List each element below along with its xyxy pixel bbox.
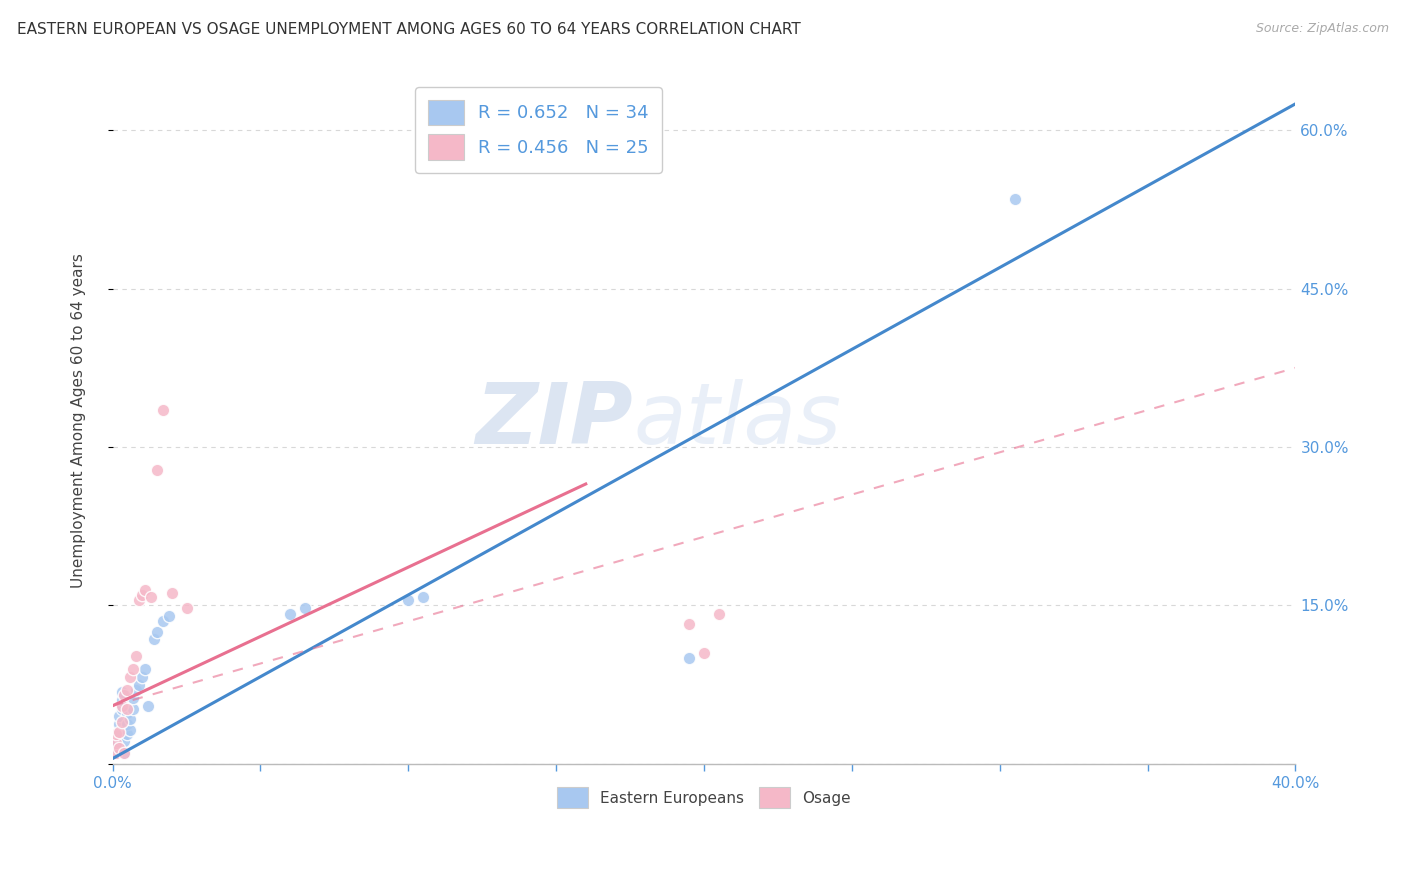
Point <box>110 685 132 699</box>
Y-axis label: Unemployment Among Ages 60 to 64 years: Unemployment Among Ages 60 to 64 years <box>72 253 86 588</box>
Point <box>120 670 142 684</box>
Text: atlas: atlas <box>633 379 841 462</box>
Point <box>134 662 156 676</box>
Point <box>104 746 127 760</box>
Point <box>117 716 139 731</box>
Point <box>136 698 159 713</box>
Point <box>678 651 700 665</box>
Point <box>128 593 150 607</box>
Point <box>122 691 145 706</box>
Point <box>107 741 129 756</box>
Point <box>176 600 198 615</box>
Point <box>146 624 169 639</box>
Point <box>107 716 129 731</box>
Point <box>117 706 139 720</box>
Point <box>114 733 136 747</box>
Point <box>134 582 156 597</box>
Point <box>143 632 166 647</box>
Point <box>125 682 148 697</box>
Point <box>412 590 434 604</box>
Point <box>146 463 169 477</box>
Point <box>122 702 145 716</box>
Point <box>114 688 136 702</box>
Point <box>396 593 419 607</box>
Point <box>104 736 127 750</box>
Text: Source: ZipAtlas.com: Source: ZipAtlas.com <box>1256 22 1389 36</box>
Point <box>120 723 142 737</box>
Point <box>128 678 150 692</box>
Point <box>131 670 153 684</box>
Point <box>152 614 174 628</box>
Point <box>1004 192 1026 206</box>
Point <box>107 725 129 739</box>
Point <box>107 731 129 745</box>
Point <box>122 662 145 676</box>
Point <box>693 646 716 660</box>
Text: EASTERN EUROPEAN VS OSAGE UNEMPLOYMENT AMONG AGES 60 TO 64 YEARS CORRELATION CHA: EASTERN EUROPEAN VS OSAGE UNEMPLOYMENT A… <box>17 22 800 37</box>
Point <box>294 600 316 615</box>
Point <box>131 588 153 602</box>
Legend: Eastern Europeans, Osage: Eastern Europeans, Osage <box>551 780 856 814</box>
Point <box>160 586 183 600</box>
Point <box>117 702 139 716</box>
Point <box>678 617 700 632</box>
Point <box>139 590 162 604</box>
Point <box>117 727 139 741</box>
Point <box>120 713 142 727</box>
Point <box>104 741 127 756</box>
Point <box>707 607 730 621</box>
Point <box>278 607 301 621</box>
Point <box>117 682 139 697</box>
Point <box>104 727 127 741</box>
Point <box>110 702 132 716</box>
Point <box>104 746 127 760</box>
Point <box>110 693 132 707</box>
Point <box>107 725 129 739</box>
Point <box>152 403 174 417</box>
Point <box>107 709 129 723</box>
Point <box>110 714 132 729</box>
Point <box>125 649 148 664</box>
Point <box>110 698 132 713</box>
Point <box>157 609 180 624</box>
Point <box>114 746 136 760</box>
Point <box>104 736 127 750</box>
Text: ZIP: ZIP <box>475 379 633 462</box>
Point <box>114 746 136 760</box>
